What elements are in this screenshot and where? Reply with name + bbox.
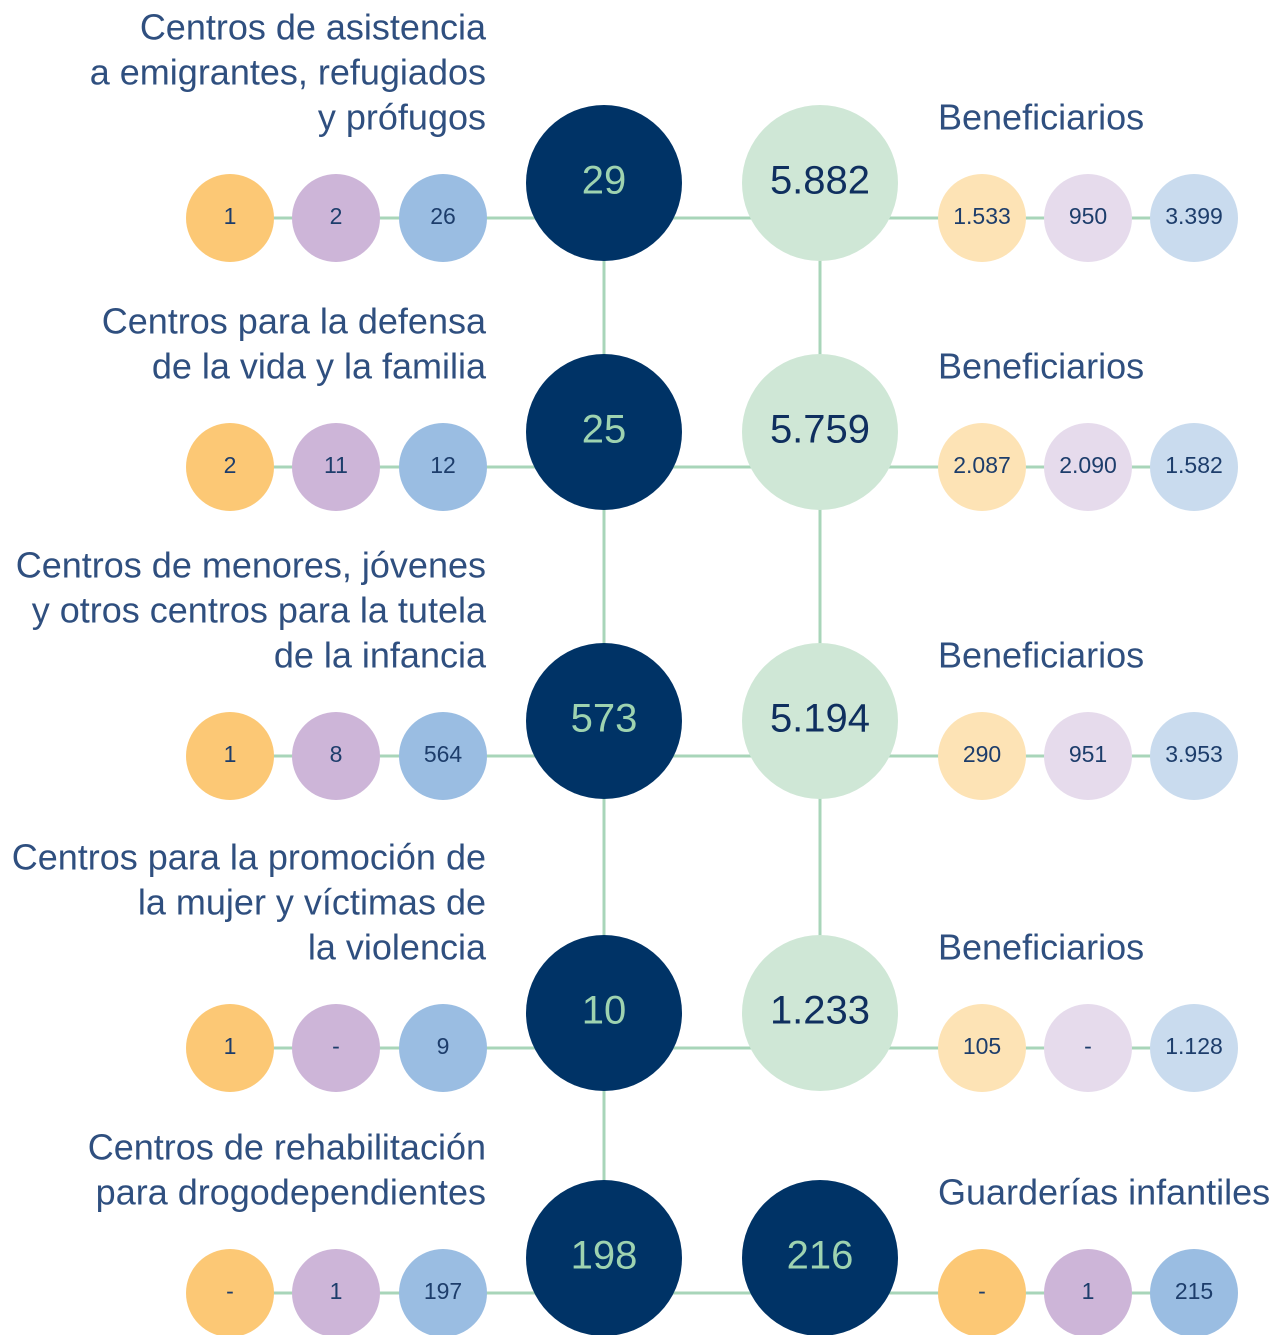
beneficiary-circle xyxy=(938,174,1026,262)
row-label: Centros de asistencia xyxy=(140,7,487,48)
count-circle xyxy=(399,1004,487,1092)
beneficiaries-label: Beneficiarios xyxy=(938,97,1144,138)
beneficiary-value: 1.582 xyxy=(1165,452,1223,478)
count-circle xyxy=(292,1004,380,1092)
row-label: de la infancia xyxy=(274,635,487,676)
beneficiaries-circle xyxy=(742,105,898,261)
beneficiary-value: 290 xyxy=(963,741,1001,767)
count-circle xyxy=(292,423,380,511)
beneficiary-circle xyxy=(938,1249,1026,1335)
total-value: 198 xyxy=(571,1234,638,1278)
count-circle xyxy=(399,712,487,800)
count-circle xyxy=(186,1249,274,1335)
beneficiaries-circle xyxy=(742,354,898,510)
row-label: Centros de menores, jóvenes xyxy=(16,545,486,586)
beneficiary-circle xyxy=(1150,1004,1238,1092)
row-label: de la vida y la familia xyxy=(152,346,487,387)
count-circle xyxy=(292,174,380,262)
row-label: y prófugos xyxy=(318,97,486,138)
beneficiaries-label: Beneficiarios xyxy=(938,635,1144,676)
beneficiaries-label: Guarderías infantiles xyxy=(938,1172,1270,1213)
total-circle xyxy=(526,643,682,799)
row-label: para drogodependientes xyxy=(96,1172,486,1213)
count-value: 1 xyxy=(224,1033,237,1059)
beneficiary-value: 1.533 xyxy=(953,203,1011,229)
count-value: 564 xyxy=(424,741,463,767)
total-circle xyxy=(526,105,682,261)
beneficiaries-value: 1.233 xyxy=(770,989,870,1033)
beneficiary-value: 215 xyxy=(1175,1278,1213,1304)
beneficiaries-label: Beneficiarios xyxy=(938,346,1144,387)
total-circle xyxy=(526,935,682,1091)
total-value: 10 xyxy=(582,989,627,1033)
beneficiary-circle xyxy=(938,1004,1026,1092)
count-value: 8 xyxy=(330,741,343,767)
row-label: la violencia xyxy=(308,927,487,968)
beneficiary-value: 2.087 xyxy=(953,452,1011,478)
beneficiary-circle xyxy=(1044,174,1132,262)
beneficiary-circle xyxy=(1044,423,1132,511)
beneficiaries-circle xyxy=(742,643,898,799)
row-label: la mujer y víctimas de xyxy=(138,882,486,923)
count-value: 197 xyxy=(424,1278,462,1304)
count-value: 11 xyxy=(324,452,348,478)
total-value: 573 xyxy=(571,697,638,741)
count-circle xyxy=(186,1004,274,1092)
count-circle xyxy=(186,174,274,262)
beneficiaries-value: 5.194 xyxy=(770,697,870,741)
total-circle xyxy=(526,1180,682,1335)
row-label: a emigrantes, refugiados xyxy=(90,52,486,93)
beneficiary-value: 3.399 xyxy=(1165,203,1223,229)
beneficiaries-value: 216 xyxy=(787,1234,854,1278)
beneficiary-value: 950 xyxy=(1069,203,1107,229)
beneficiary-circle xyxy=(1044,712,1132,800)
total-value: 25 xyxy=(582,408,627,452)
beneficiary-circle xyxy=(1150,423,1238,511)
count-value: 1 xyxy=(224,741,237,767)
beneficiaries-value: 5.759 xyxy=(770,408,870,452)
count-value: 9 xyxy=(437,1033,450,1059)
count-circle xyxy=(292,712,380,800)
beneficiary-value: - xyxy=(978,1278,986,1304)
count-circle xyxy=(186,423,274,511)
beneficiaries-label: Beneficiarios xyxy=(938,927,1144,968)
count-value: 2 xyxy=(330,203,343,229)
beneficiary-circle xyxy=(1044,1004,1132,1092)
count-value: 2 xyxy=(224,452,237,478)
beneficiary-value: 2.090 xyxy=(1059,452,1117,478)
count-value: - xyxy=(226,1278,234,1304)
count-circle xyxy=(292,1249,380,1335)
count-circle xyxy=(186,712,274,800)
beneficiaries-circle xyxy=(742,1180,898,1335)
total-circle xyxy=(526,354,682,510)
count-value: 12 xyxy=(430,452,456,478)
count-circle xyxy=(399,1249,487,1335)
count-value: 1 xyxy=(224,203,237,229)
beneficiary-value: 3.953 xyxy=(1165,741,1223,767)
total-value: 29 xyxy=(582,159,627,203)
count-circle xyxy=(399,423,487,511)
beneficiary-value: 105 xyxy=(963,1033,1001,1059)
beneficiary-value: 1 xyxy=(1082,1278,1095,1304)
beneficiary-circle xyxy=(938,712,1026,800)
beneficiary-circle xyxy=(1044,1249,1132,1335)
count-value: - xyxy=(332,1033,340,1059)
beneficiary-value: 1.128 xyxy=(1165,1033,1223,1059)
beneficiaries-value: 5.882 xyxy=(770,159,870,203)
row-label: Centros de rehabilitación xyxy=(88,1127,486,1168)
beneficiary-circle xyxy=(1150,174,1238,262)
beneficiary-circle xyxy=(1150,712,1238,800)
row-label: Centros para la promoción de xyxy=(12,837,486,878)
count-value: 1 xyxy=(330,1278,343,1304)
count-value: 26 xyxy=(430,203,456,229)
row-label: Centros para la defensa xyxy=(102,301,487,342)
beneficiary-circle xyxy=(938,423,1026,511)
row-label: y otros centros para la tutela xyxy=(32,590,487,631)
beneficiary-value: 951 xyxy=(1069,741,1107,767)
beneficiary-circle xyxy=(1150,1249,1238,1335)
beneficiary-value: - xyxy=(1084,1033,1092,1059)
beneficiaries-circle xyxy=(742,935,898,1091)
count-circle xyxy=(399,174,487,262)
